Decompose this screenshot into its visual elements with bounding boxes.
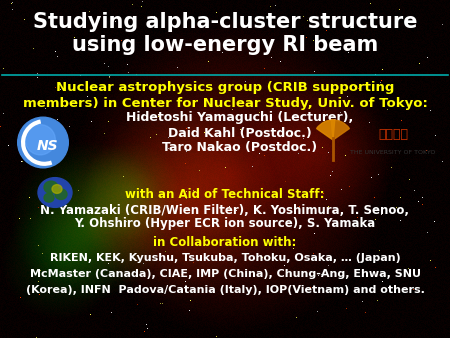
Text: NS: NS [36, 139, 58, 153]
Text: members) in Center for Nuclear Study, Univ. of Tokyo:: members) in Center for Nuclear Study, Un… [22, 97, 427, 111]
Text: Daid Kahl (Postdoc.): Daid Kahl (Postdoc.) [168, 126, 312, 140]
Text: Y. Ohshiro (Hyper ECR ion source), S. Yamaka: Y. Ohshiro (Hyper ECR ion source), S. Ya… [74, 217, 376, 231]
Text: Hidetoshi Yamaguchi (Lecturer),: Hidetoshi Yamaguchi (Lecturer), [126, 112, 354, 124]
Text: N. Yamazaki (CRIB/Wien Filter), K. Yoshimura, T. Senoo,: N. Yamazaki (CRIB/Wien Filter), K. Yoshi… [40, 203, 410, 217]
Text: THE UNIVERSITY OF TOKYO: THE UNIVERSITY OF TOKYO [350, 149, 436, 154]
Text: with an Aid of Technical Staff:: with an Aid of Technical Staff: [125, 189, 325, 201]
Text: Nuclear astrophysics group (CRIB supporting: Nuclear astrophysics group (CRIB support… [56, 81, 394, 95]
Wedge shape [331, 120, 349, 140]
Circle shape [44, 193, 54, 202]
Circle shape [25, 125, 55, 155]
Text: Taro Nakao (Postdoc.): Taro Nakao (Postdoc.) [162, 142, 318, 154]
Circle shape [52, 185, 62, 193]
Circle shape [44, 181, 58, 193]
Circle shape [38, 178, 72, 208]
Text: 東京大学: 東京大学 [378, 127, 408, 141]
Text: in Collaboration with:: in Collaboration with: [153, 236, 297, 248]
Circle shape [55, 189, 67, 199]
Text: RIKEN, KEK, Kyushu, Tsukuba, Tohoku, Osaka, … (Japan): RIKEN, KEK, Kyushu, Tsukuba, Tohoku, Osa… [50, 253, 400, 263]
Circle shape [18, 117, 68, 168]
Text: McMaster (Canada), CIAE, IMP (China), Chung-Ang, Ehwa, SNU: McMaster (Canada), CIAE, IMP (China), Ch… [30, 269, 420, 279]
Wedge shape [317, 120, 335, 140]
Text: (Korea), INFN  Padova/Catania (Italy), IOP(Vietnam) and others.: (Korea), INFN Padova/Catania (Italy), IO… [26, 285, 424, 295]
Text: using low-energy RI beam: using low-energy RI beam [72, 35, 378, 55]
Text: Studying alpha-cluster structure: Studying alpha-cluster structure [33, 12, 417, 32]
